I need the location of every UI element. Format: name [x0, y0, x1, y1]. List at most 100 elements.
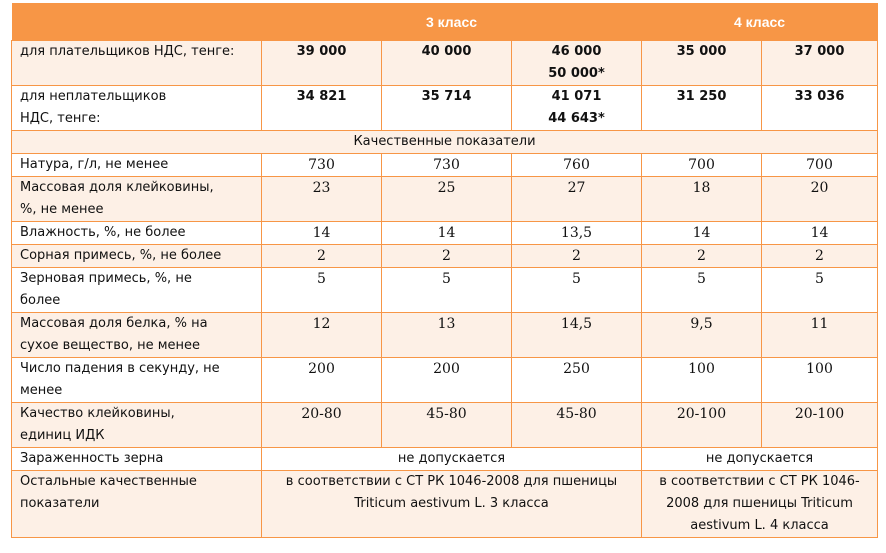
row-label: для неплательщиков НДС, тенге:: [11, 85, 262, 131]
value-cell: 5: [641, 267, 762, 313]
row-label-line: Массовая доля клейковины,: [20, 180, 214, 195]
section-row: Качественные показатели: [10, 130, 879, 154]
value-cell: 45-80: [511, 402, 642, 448]
row-label-line: менее: [20, 383, 63, 398]
value-cell: 14: [381, 221, 512, 245]
row-label: Массовая доля белка, % на сухое вещество…: [11, 312, 262, 358]
row-label-line: %, не менее: [20, 202, 104, 217]
value-cell: 2: [511, 244, 642, 268]
row-label-line: Качество клейковины,: [20, 406, 175, 421]
row-label: Сорная примесь, %, не более: [11, 244, 262, 268]
value-cell: 2: [641, 244, 762, 268]
value-cell: 20-80: [261, 402, 382, 448]
row-label-line: Число падения в секунду, не: [20, 361, 220, 376]
row-label: Зерновая примесь, %, не более: [11, 267, 262, 313]
value-cell: 20: [760, 176, 879, 222]
price-cell: 31 250: [641, 85, 762, 131]
table-row: Число падения в секунду, не менее 200 20…: [11, 357, 879, 403]
value-cell: 2: [381, 244, 512, 268]
value-cell: 27: [511, 176, 642, 222]
header-class4: 4 класс: [641, 3, 878, 41]
other-class4-line: 2008 для пшеницы Triticum: [666, 496, 853, 511]
row-label: Остальные качественные показатели: [11, 470, 262, 538]
row-label-line: единиц ИДК: [20, 428, 105, 443]
table-row-vat-payers: для плательщиков НДС, тенге: 39 000 40 0…: [11, 40, 879, 86]
infestation-class3: не допускается: [261, 447, 642, 471]
row-label: Зараженность зерна: [11, 447, 262, 471]
price-cell: 35 714: [381, 85, 512, 131]
value-cell: 100: [641, 357, 762, 403]
price-cell: 37 000: [760, 40, 879, 86]
header-row: 3 класс 4 класс: [11, 3, 878, 41]
other-class4-line: в соответствии с СТ РК 1046-: [659, 474, 860, 489]
table-row: Натура, г/л, не менее 730 730 760 700 70…: [11, 153, 879, 177]
table-row-other: Остальные качественные показатели в соот…: [11, 470, 879, 538]
value-cell: 5: [261, 267, 382, 313]
value-cell: 13: [381, 312, 512, 358]
other-class4-line: aestivum L. 4 класса: [690, 518, 829, 533]
row-label-line: для неплательщиков: [20, 89, 167, 104]
value-cell: 20-100: [641, 402, 762, 448]
row-label-line: Зерновая примесь, %, не: [20, 271, 192, 286]
value-cell: 14: [760, 221, 879, 245]
price-cell: 41 071 44 643*: [511, 85, 642, 131]
value-cell: 700: [760, 153, 879, 177]
value-cell: 25: [381, 176, 512, 222]
table-row: Влажность, %, не более 14 14 13,5 14 14: [11, 221, 879, 245]
price-value: 41 071: [551, 89, 602, 104]
value-cell: 12: [261, 312, 382, 358]
price-cell: 39 000: [261, 40, 382, 86]
row-label-line: показатели: [20, 496, 100, 511]
value-cell: 200: [381, 357, 512, 403]
table-row-non-vat-payers: для неплательщиков НДС, тенге: 34 821 35…: [11, 85, 879, 131]
value-cell: 18: [641, 176, 762, 222]
price-extra: 44 643*: [548, 111, 605, 126]
price-cell: 34 821: [261, 85, 382, 131]
infestation-class4: не допускается: [640, 447, 879, 471]
other-class3-line: Triticum aestivum L. 3 класса: [354, 496, 549, 511]
row-label: для плательщиков НДС, тенге:: [11, 40, 262, 86]
table-row: Качество клейковины, единиц ИДК 20-80 45…: [11, 402, 879, 448]
row-label-line: сухое вещество, не менее: [20, 338, 201, 353]
row-label-line: НДС, тенге:: [20, 111, 101, 126]
value-cell: 730: [381, 153, 512, 177]
value-cell: 14: [261, 221, 382, 245]
value-cell: 23: [261, 176, 382, 222]
grain-quality-table: 3 класс 4 класс для плательщиков НДС, те…: [10, 3, 879, 538]
value-cell: 9,5: [641, 312, 762, 358]
value-cell: 250: [511, 357, 642, 403]
value-cell: 13,5: [511, 221, 642, 245]
row-label-line: более: [20, 293, 61, 308]
row-label-line: Массовая доля белка, % на: [20, 316, 208, 331]
header-class3: 3 класс: [261, 3, 642, 41]
value-cell: 200: [261, 357, 382, 403]
price-extra: 50 000*: [548, 66, 605, 81]
header-empty-cell: [11, 3, 262, 41]
other-class3-line: в соответствии с СТ РК 1046-2008 для пше…: [285, 474, 618, 489]
price-cell: 46 000 50 000*: [511, 40, 642, 86]
value-cell: 2: [261, 244, 382, 268]
row-label: Массовая доля клейковины, %, не менее: [11, 176, 262, 222]
value-cell: 700: [641, 153, 762, 177]
row-label-line: Остальные качественные: [20, 474, 197, 489]
price-cell: 40 000: [381, 40, 512, 86]
value-cell: 14,5: [511, 312, 642, 358]
table-row: Массовая доля белка, % на сухое вещество…: [11, 312, 879, 358]
row-label: Натура, г/л, не менее: [11, 153, 262, 177]
value-cell: 45-80: [381, 402, 512, 448]
other-class4: в соответствии с СТ РК 1046- 2008 для пш…: [640, 470, 879, 538]
value-cell: 20-100: [760, 402, 879, 448]
row-label: Влажность, %, не более: [11, 221, 262, 245]
table-row-infestation: Зараженность зерна не допускается не доп…: [11, 447, 879, 471]
value-cell: 760: [511, 153, 642, 177]
value-cell: 100: [760, 357, 879, 403]
value-cell: 730: [261, 153, 382, 177]
value-cell: 5: [760, 267, 879, 313]
price-cell: 33 036: [760, 85, 879, 131]
table-row: Массовая доля клейковины, %, не менее 23…: [11, 176, 879, 222]
row-label: Число падения в секунду, не менее: [11, 357, 262, 403]
value-cell: 11: [760, 312, 879, 358]
table-container: 3 класс 4 класс для плательщиков НДС, те…: [10, 3, 879, 538]
row-label: Качество клейковины, единиц ИДК: [11, 402, 262, 448]
table-row: Зерновая примесь, %, не более 5 5 5 5 5: [11, 267, 879, 313]
